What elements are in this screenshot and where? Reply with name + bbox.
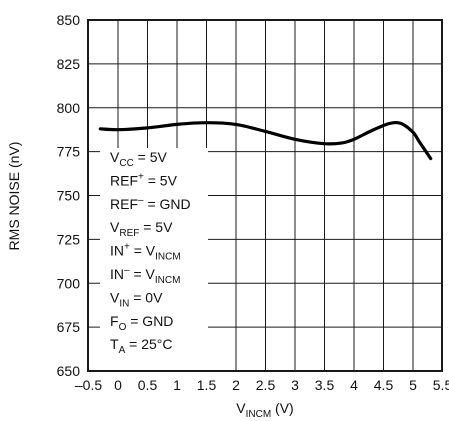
y-tick-label: 750 (57, 188, 81, 204)
y-tick-label: 850 (57, 12, 81, 28)
condition-subscript: IN (119, 298, 129, 309)
x-tick-label: 0.5 (138, 377, 158, 393)
condition-symbol: V (110, 289, 120, 305)
y-tick-label: 725 (57, 231, 81, 247)
x-tick-label: 4 (350, 377, 358, 393)
y-tick-label: 775 (57, 144, 81, 160)
condition-value: = 0V (129, 289, 163, 305)
condition-value: = 5V (139, 219, 173, 235)
condition-value: = V (130, 243, 156, 259)
condition-subscript: REF (119, 228, 139, 239)
x-tick-label: 3.5 (315, 377, 335, 393)
condition-value: = V (130, 266, 156, 282)
x-tick-label: 4.5 (374, 377, 394, 393)
plot-frame (87, 19, 443, 372)
condition-line: TA = 25°C (110, 336, 172, 356)
x-axis-label-unit: (V) (271, 400, 294, 416)
condition-superscript: – (124, 265, 130, 276)
condition-value-subscript: INCM (155, 252, 181, 263)
x-tick-label: 1 (173, 377, 181, 393)
condition-symbol: REF (110, 196, 138, 212)
condition-value: = GND (144, 196, 191, 212)
condition-superscript: + (124, 242, 130, 253)
x-tick-label: 0 (114, 377, 122, 393)
condition-symbol: IN (110, 266, 124, 282)
condition-line: REF+ = 5V (110, 171, 178, 188)
y-tick-label: 800 (57, 100, 81, 116)
condition-symbol: V (110, 219, 120, 235)
x-tick-label: 2 (232, 377, 240, 393)
x-axis-label: VINCM (V) (236, 400, 293, 420)
y-axis-label: RMS NOISE (nV) (6, 142, 22, 251)
x-tick-label: 3 (291, 377, 299, 393)
x-tick-label: 5.5 (433, 377, 449, 393)
x-axis-label-sub: INCM (246, 409, 272, 420)
y-tick-label: 675 (57, 319, 81, 335)
condition-symbol: F (110, 313, 119, 329)
condition-value: = GND (126, 313, 173, 329)
condition-line: IN+ = VINCM (110, 242, 181, 263)
condition-subscript: A (119, 345, 126, 356)
condition-line: IN– = VINCM (110, 265, 180, 286)
condition-line: VIN = 0V (110, 289, 163, 309)
x-tick-labels: –0.5 0 0.5 1 1.5 2 2.5 3 3.5 4 4.5 5 5.5 (75, 377, 449, 393)
y-tick-label: 825 (57, 56, 81, 72)
condition-line: FO = GND (110, 313, 173, 333)
condition-superscript: + (138, 171, 144, 182)
series-layer (98, 120, 433, 161)
condition-symbol: V (110, 149, 120, 165)
y-tick-labels: 650 675 700 725 750 775 800 825 850 (57, 12, 81, 379)
conditions-box (100, 148, 208, 370)
condition-line: VCC = 5V (110, 149, 168, 169)
condition-line: REF– = GND (110, 195, 191, 212)
condition-value-subscript: INCM (155, 275, 181, 286)
condition-value: = 25°C (125, 336, 172, 352)
condition-value: = 5V (134, 149, 168, 165)
condition-line: VREF = 5V (110, 219, 173, 239)
condition-symbol: IN (110, 243, 124, 259)
y-tick-label: 700 (57, 275, 81, 291)
series-line (98, 120, 433, 161)
condition-subscript: CC (119, 158, 133, 169)
y-tick-label: 650 (57, 363, 81, 379)
x-axis-label-main: V (236, 400, 246, 416)
condition-superscript: – (138, 195, 144, 206)
condition-symbol: T (110, 336, 119, 352)
x-tick-label: 2.5 (256, 377, 276, 393)
x-tick-label: –0.5 (75, 377, 102, 393)
x-tick-label: 1.5 (197, 377, 217, 393)
condition-value: = 5V (144, 172, 178, 188)
x-tick-label: 5 (409, 377, 417, 393)
condition-subscript: O (119, 322, 127, 333)
condition-symbol: REF (110, 172, 138, 188)
